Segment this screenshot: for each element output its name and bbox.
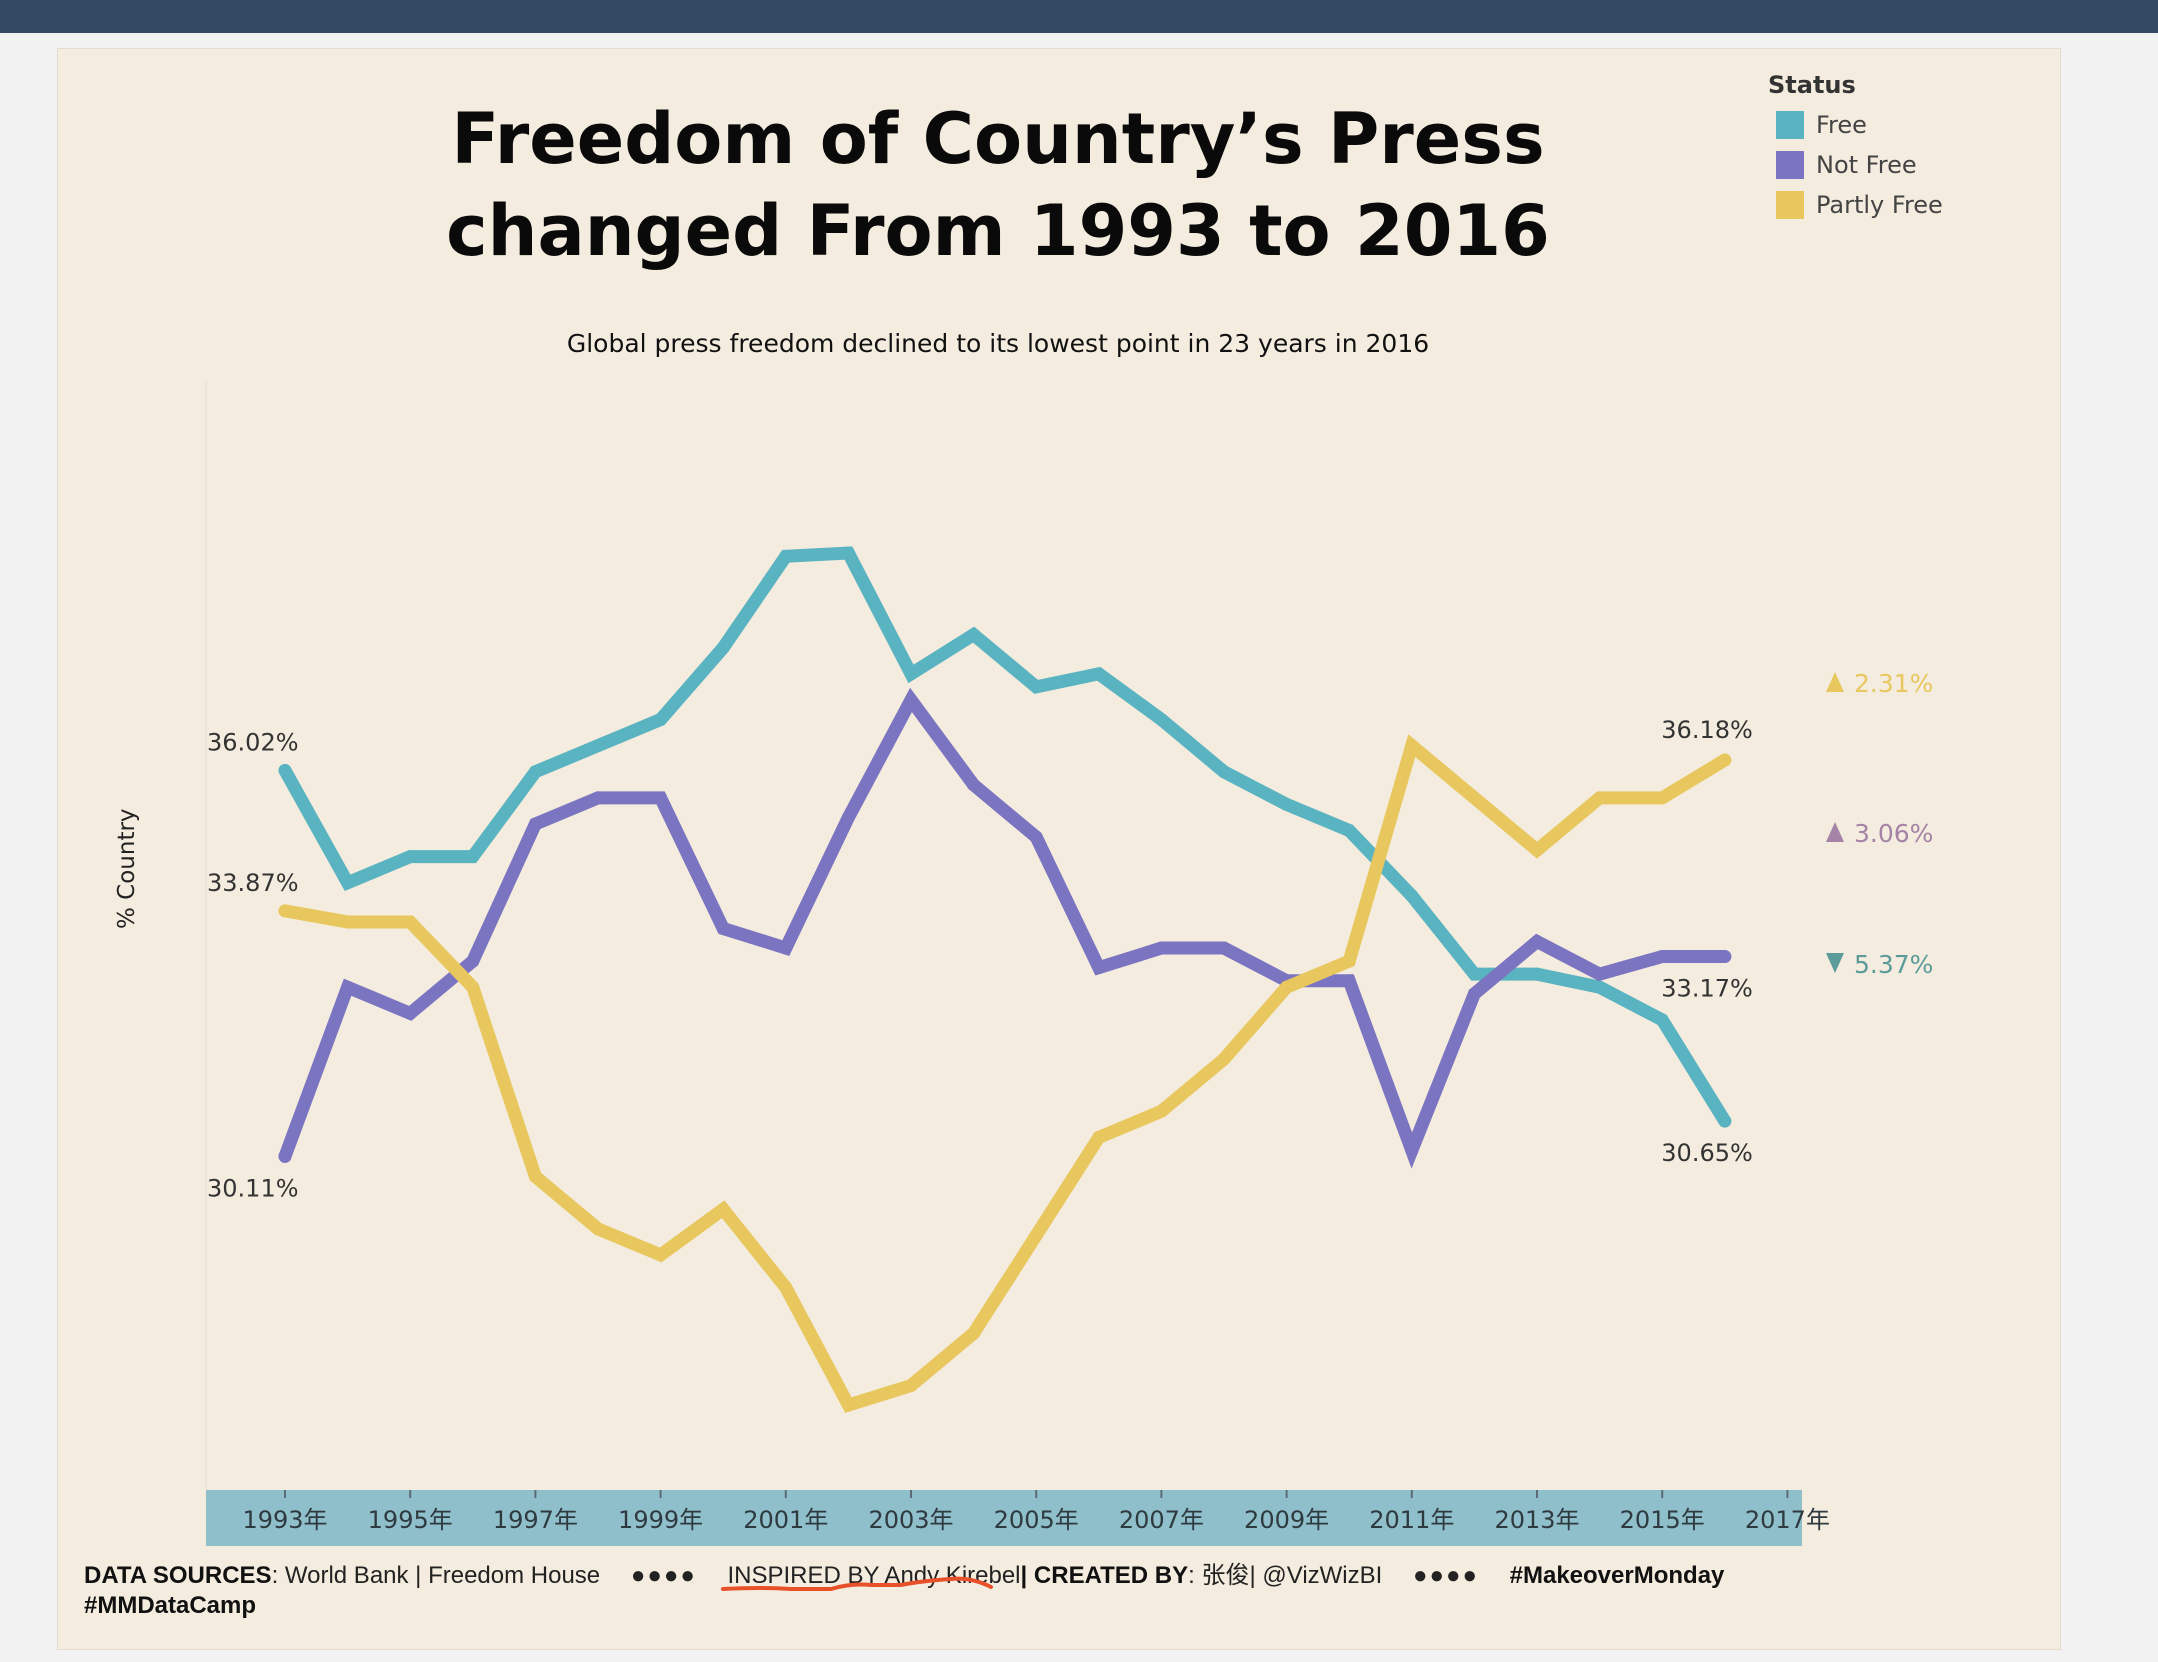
data-point-partly-free[interactable]: [1218, 1053, 1231, 1066]
data-point-free[interactable]: [1030, 680, 1043, 693]
x-tick-label: 2011年: [1369, 1506, 1454, 1534]
data-point-not-free[interactable]: [842, 811, 855, 824]
data-point-partly-free[interactable]: [1718, 754, 1731, 767]
data-point-not-free[interactable]: [1593, 968, 1606, 981]
data-point-partly-free[interactable]: [1531, 844, 1544, 857]
data-point-free[interactable]: [1155, 713, 1168, 726]
x-tick-label: 1993年: [242, 1506, 327, 1534]
data-point-not-free[interactable]: [404, 1007, 417, 1020]
data-point-not-free[interactable]: [1656, 950, 1669, 963]
data-point-free[interactable]: [1218, 765, 1231, 778]
data-point-partly-free[interactable]: [1155, 1105, 1168, 1118]
data-point-not-free[interactable]: [1343, 974, 1356, 987]
data-point-not-free[interactable]: [529, 818, 542, 831]
data-point-free[interactable]: [1280, 798, 1293, 811]
data-point-free[interactable]: [967, 628, 980, 641]
data-point-partly-free[interactable]: [779, 1281, 792, 1294]
x-tick-label: 1999年: [618, 1506, 703, 1534]
x-tick-label: 2009年: [1244, 1506, 1329, 1534]
data-point-not-free[interactable]: [905, 693, 918, 706]
data-point-not-free[interactable]: [1468, 987, 1481, 1000]
x-tick-label: 2013年: [1494, 1506, 1579, 1534]
data-point-partly-free[interactable]: [1468, 791, 1481, 804]
data-point-partly-free[interactable]: [466, 981, 479, 994]
x-tick-label: 1997年: [493, 1506, 578, 1534]
data-point-not-free[interactable]: [967, 778, 980, 791]
data-point-not-free[interactable]: [717, 922, 730, 935]
end-value-label: 30.65%: [1661, 1139, 1753, 1167]
line-chart[interactable]: 1993年 1995年 1997年 1999年 2001年 2003年 2005年 2007年…: [0, 0, 2158, 1662]
data-point-free[interactable]: [1656, 1013, 1669, 1026]
data-point-free[interactable]: [1593, 981, 1606, 994]
end-value-label: 33.17%: [1661, 975, 1753, 1003]
data-point-not-free[interactable]: [1405, 1144, 1418, 1157]
data-point-free[interactable]: [1718, 1115, 1731, 1128]
data-point-not-free[interactable]: [1718, 950, 1731, 963]
start-value-label: 33.87%: [207, 869, 299, 897]
change-up-arrow-icon: [1826, 672, 1844, 692]
data-point-partly-free[interactable]: [592, 1222, 605, 1235]
data-point-partly-free[interactable]: [404, 915, 417, 928]
data-point-not-free[interactable]: [1218, 942, 1231, 955]
data-point-free[interactable]: [779, 550, 792, 563]
data-point-free[interactable]: [341, 876, 354, 889]
start-value-label: 30.11%: [207, 1174, 299, 1202]
data-point-free[interactable]: [592, 739, 605, 752]
x-tick-label: 2017年: [1745, 1506, 1830, 1534]
data-point-free[interactable]: [717, 641, 730, 654]
change-value-label: 3.06%: [1854, 819, 1933, 848]
x-tick-label: 2001年: [743, 1506, 828, 1534]
data-point-partly-free[interactable]: [1593, 791, 1606, 804]
data-point-free[interactable]: [1405, 889, 1418, 902]
data-point-free[interactable]: [279, 764, 292, 777]
data-point-partly-free[interactable]: [717, 1203, 730, 1216]
data-point-free[interactable]: [529, 765, 542, 778]
data-point-not-free[interactable]: [1030, 831, 1043, 844]
data-point-free[interactable]: [1343, 824, 1356, 837]
data-point-partly-free[interactable]: [529, 1170, 542, 1183]
data-point-partly-free[interactable]: [1280, 981, 1293, 994]
data-point-not-free[interactable]: [1531, 935, 1544, 948]
data-point-partly-free[interactable]: [1343, 955, 1356, 968]
data-point-free[interactable]: [466, 850, 479, 863]
data-point-partly-free[interactable]: [1092, 1131, 1105, 1144]
data-point-partly-free[interactable]: [905, 1379, 918, 1392]
data-point-not-free[interactable]: [592, 791, 605, 804]
data-point-partly-free[interactable]: [279, 904, 292, 917]
x-tick-label: 2015年: [1620, 1506, 1705, 1534]
series-line-partly-free[interactable]: [285, 746, 1725, 1405]
data-point-not-free[interactable]: [341, 981, 354, 994]
data-point-not-free[interactable]: [654, 791, 667, 804]
data-point-not-free[interactable]: [1155, 942, 1168, 955]
data-point-partly-free[interactable]: [341, 915, 354, 928]
data-point-partly-free[interactable]: [842, 1399, 855, 1412]
data-point-partly-free[interactable]: [1030, 1229, 1043, 1242]
data-point-free[interactable]: [1468, 968, 1481, 981]
data-point-partly-free[interactable]: [1405, 739, 1418, 752]
data-point-not-free[interactable]: [779, 942, 792, 955]
change-value-label: 2.31%: [1854, 669, 1933, 698]
data-point-not-free[interactable]: [1092, 961, 1105, 974]
data-point-partly-free[interactable]: [654, 1248, 667, 1261]
data-point-free[interactable]: [1092, 667, 1105, 680]
data-point-partly-free[interactable]: [1656, 791, 1669, 804]
change-down-arrow-icon: [1826, 953, 1844, 973]
start-value-label: 36.02%: [207, 728, 299, 756]
x-tick-label: 2005年: [994, 1506, 1079, 1534]
x-tick-label: 1995年: [368, 1506, 453, 1534]
data-point-free[interactable]: [654, 713, 667, 726]
data-point-free[interactable]: [842, 547, 855, 560]
change-value-label: 5.37%: [1854, 950, 1933, 979]
series-line-free[interactable]: [285, 553, 1725, 1121]
x-tick-label: 2003年: [868, 1506, 953, 1534]
x-tick-label: 2007年: [1119, 1506, 1204, 1534]
data-point-partly-free[interactable]: [967, 1327, 980, 1340]
data-point-free[interactable]: [1531, 968, 1544, 981]
data-point-free[interactable]: [905, 667, 918, 680]
data-point-free[interactable]: [404, 850, 417, 863]
data-point-not-free[interactable]: [279, 1150, 292, 1163]
end-value-label: 36.18%: [1661, 716, 1753, 744]
change-up-arrow-icon: [1826, 822, 1844, 842]
data-point-not-free[interactable]: [466, 955, 479, 968]
